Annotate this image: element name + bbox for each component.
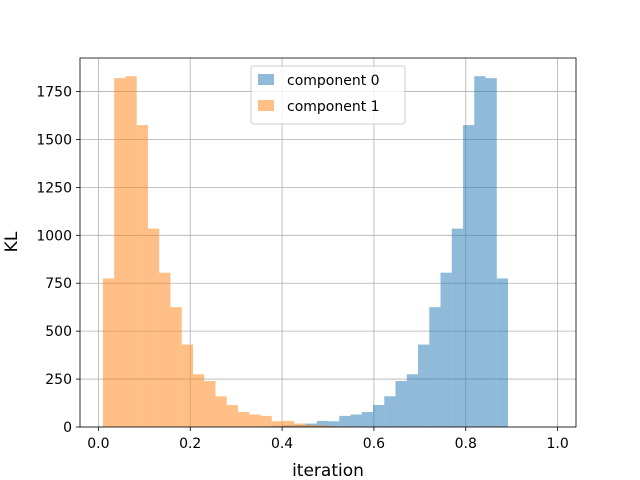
legend-swatch-component-0 bbox=[258, 74, 274, 85]
histogram-bar-component-0 bbox=[418, 344, 430, 427]
histogram-bar-component-1 bbox=[328, 426, 340, 427]
histogram-bar-component-0 bbox=[316, 420, 328, 427]
x-tick-label: 0.0 bbox=[87, 436, 109, 452]
legend-label-component-0: component 0 bbox=[287, 73, 380, 89]
y-tick-label: 1500 bbox=[36, 132, 72, 148]
x-axis: 0.0 0.2 0.4 0.6 0.8 1.0 bbox=[87, 427, 569, 452]
x-tick-label: 0.2 bbox=[179, 436, 201, 452]
histogram-bar-component-1 bbox=[125, 76, 137, 427]
histogram-bars bbox=[102, 76, 509, 428]
y-tick-label: 1250 bbox=[36, 180, 72, 196]
histogram-bar-component-1 bbox=[114, 78, 126, 428]
histogram-bar-component-0 bbox=[395, 380, 407, 427]
histogram-bar-component-0 bbox=[485, 78, 497, 428]
histogram-bar-component-0 bbox=[440, 272, 452, 427]
histogram-bar-component-1 bbox=[147, 228, 160, 427]
legend-box bbox=[250, 65, 406, 125]
y-tick-label: 0 bbox=[63, 420, 72, 436]
histogram-bar-component-1 bbox=[226, 404, 238, 427]
histogram-bar-component-1 bbox=[260, 415, 272, 427]
histogram-bar-component-0 bbox=[361, 412, 374, 427]
histogram-bar-component-1 bbox=[294, 423, 306, 427]
histogram-bar-component-1 bbox=[170, 307, 182, 427]
y-axis: 0 250 500 750 1000 1250 1500 1750 bbox=[36, 85, 80, 436]
legend-label-component-1: component 1 bbox=[287, 99, 380, 115]
histogram-bar-component-1 bbox=[282, 420, 295, 427]
histogram-bar-component-1 bbox=[316, 425, 328, 427]
legend: component 0 component 1 bbox=[250, 65, 406, 125]
histogram-bar-component-0 bbox=[406, 374, 419, 427]
y-tick-label: 1750 bbox=[36, 85, 72, 101]
histogram-bar-component-0 bbox=[496, 278, 509, 427]
histogram-bar-component-1 bbox=[192, 374, 205, 427]
x-tick-label: 0.4 bbox=[271, 436, 293, 452]
histogram-bar-component-0 bbox=[463, 125, 475, 427]
plot-frame bbox=[79, 57, 577, 428]
histogram-bar-component-0 bbox=[339, 415, 351, 427]
histogram-bar-component-0 bbox=[451, 228, 464, 427]
y-tick-label: 1000 bbox=[36, 228, 72, 244]
histogram-bar-component-1 bbox=[271, 421, 283, 427]
histogram-bar-component-1 bbox=[249, 414, 261, 427]
y-tick-label: 750 bbox=[45, 276, 72, 292]
histogram-bar-component-1 bbox=[181, 344, 193, 427]
x-tick-label: 0.8 bbox=[455, 436, 477, 452]
histogram-bar-component-0 bbox=[328, 421, 340, 427]
histogram-bar-component-1 bbox=[204, 380, 216, 427]
histogram-bar-component-0 bbox=[373, 404, 385, 427]
histogram-bar-component-0 bbox=[350, 414, 362, 427]
histogram-bar-component-0 bbox=[384, 396, 396, 427]
histogram-bar-component-1 bbox=[237, 412, 250, 427]
y-tick-label: 250 bbox=[45, 372, 72, 388]
histogram-bar-component-1 bbox=[102, 278, 115, 427]
histogram-bar-component-0 bbox=[474, 76, 486, 427]
legend-swatch-component-1 bbox=[258, 100, 274, 111]
x-axis-label: iteration bbox=[292, 461, 364, 480]
y-axis-label: KL bbox=[2, 231, 22, 252]
x-tick-label: 0.6 bbox=[363, 436, 385, 452]
histogram-bar-component-1 bbox=[159, 272, 171, 427]
histogram-bar-component-1 bbox=[136, 125, 148, 427]
x-tick-label: 1.0 bbox=[546, 436, 568, 452]
histogram-bar-component-1 bbox=[215, 396, 227, 427]
histogram-bar-component-1 bbox=[305, 425, 317, 427]
y-tick-label: 500 bbox=[45, 324, 72, 340]
histogram-bar-component-0 bbox=[429, 307, 441, 427]
